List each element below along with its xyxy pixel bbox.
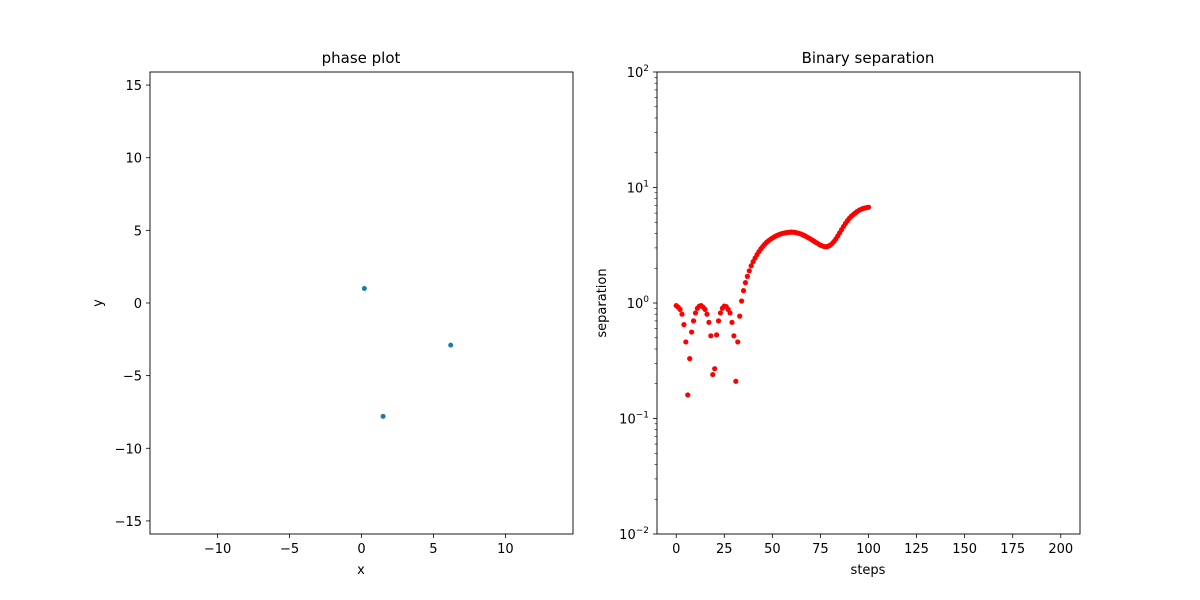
y-tick-label: 10−1 — [619, 411, 649, 428]
data-point — [679, 311, 685, 317]
y-tick-label: 15 — [125, 79, 142, 94]
data-point — [865, 204, 872, 210]
data-point — [742, 280, 749, 286]
y-tick-label: 0 — [134, 297, 142, 312]
binary-separation-title: Binary separation — [802, 49, 935, 67]
phase-plot-xlabel: x — [357, 563, 365, 578]
x-tick-label: 50 — [764, 542, 781, 557]
binary-separation-frame — [656, 71, 1081, 535]
data-point — [681, 322, 687, 328]
x-tick-label: 0 — [357, 542, 365, 557]
x-tick-label: 5 — [429, 542, 437, 557]
data-point — [710, 371, 716, 378]
data-point — [715, 318, 722, 324]
data-point — [744, 273, 750, 279]
data-point — [729, 319, 735, 325]
phase-plot-ticks: −10 −5 0 5 10 −15 −10 −5 0 5 10 15 — [115, 79, 514, 557]
data-point — [704, 311, 710, 317]
x-tick-label: 175 — [1000, 542, 1025, 557]
y-tick-label: 102 — [627, 64, 649, 81]
data-point — [746, 268, 752, 274]
data-point — [727, 310, 733, 316]
data-point — [714, 332, 720, 338]
x-tick-label: 150 — [952, 542, 977, 557]
data-point — [739, 298, 745, 304]
data-point — [380, 413, 386, 419]
data-point — [677, 306, 683, 313]
y-tick-label: 100 — [627, 295, 650, 312]
data-point — [690, 318, 697, 324]
data-point — [683, 339, 689, 345]
data-point — [687, 356, 693, 362]
x-tick-label: 10 — [497, 542, 514, 557]
y-tick-label: 10−2 — [619, 526, 649, 543]
data-point — [731, 333, 737, 339]
data-point — [733, 378, 739, 384]
x-tick-label: 25 — [716, 542, 733, 557]
phase-plot-panel: phase plot −10 −5 0 5 10 −15 −10 −5 0 5 10 15 x y — [91, 49, 574, 578]
data-point — [685, 392, 691, 398]
data-point — [740, 288, 747, 294]
x-tick-label: 125 — [904, 542, 929, 557]
phase-plot-title: phase plot — [322, 49, 401, 67]
data-point — [712, 366, 718, 372]
x-tick-label: 0 — [672, 542, 680, 557]
phase-plot-points — [361, 285, 454, 419]
data-point — [737, 313, 743, 319]
binary-separation-xlabel: steps — [851, 563, 886, 578]
y-tick-label: 10 — [125, 152, 142, 167]
data-point — [708, 333, 714, 339]
y-tick-label: −15 — [115, 515, 142, 530]
x-tick-label: −10 — [204, 542, 231, 557]
data-point — [692, 310, 699, 316]
x-tick-label: 75 — [812, 542, 829, 557]
phase-plot-ylabel: y — [91, 299, 106, 307]
data-point — [689, 329, 695, 335]
binary-separation-ticks: 0 25 50 75 100 125 150 175 200 10−2 10−1 100 101 102 — [619, 64, 1073, 557]
y-tick-label: −10 — [115, 442, 142, 457]
x-tick-label: 200 — [1048, 542, 1073, 557]
data-point — [706, 319, 712, 325]
data-point — [748, 263, 754, 269]
y-tick-label: 5 — [134, 224, 142, 239]
y-tick-label: −5 — [123, 370, 142, 385]
data-point — [448, 342, 454, 348]
data-point — [702, 306, 708, 313]
data-point — [361, 285, 367, 291]
x-tick-label: −5 — [280, 542, 299, 557]
x-tick-label: 100 — [856, 542, 881, 557]
phase-plot-frame — [149, 71, 574, 535]
data-point — [735, 339, 741, 345]
binary-separation-ylabel: separation — [595, 268, 610, 337]
data-point — [717, 310, 724, 316]
binary-separation-panel: Binary separation 0 25 50 75 100 125 150 175 200… — [595, 49, 1081, 578]
binary-separation-points — [673, 204, 872, 398]
y-tick-label: 101 — [627, 180, 649, 197]
